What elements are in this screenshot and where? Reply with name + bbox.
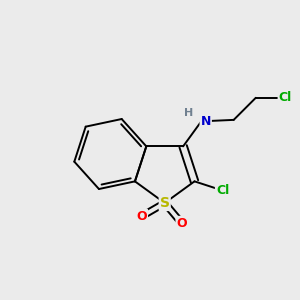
Text: S: S	[160, 196, 170, 210]
Text: H: H	[184, 107, 194, 118]
Text: Cl: Cl	[216, 184, 229, 197]
Text: O: O	[176, 217, 187, 230]
Text: Cl: Cl	[279, 91, 292, 104]
Text: N: N	[200, 115, 211, 128]
Text: O: O	[136, 210, 147, 223]
